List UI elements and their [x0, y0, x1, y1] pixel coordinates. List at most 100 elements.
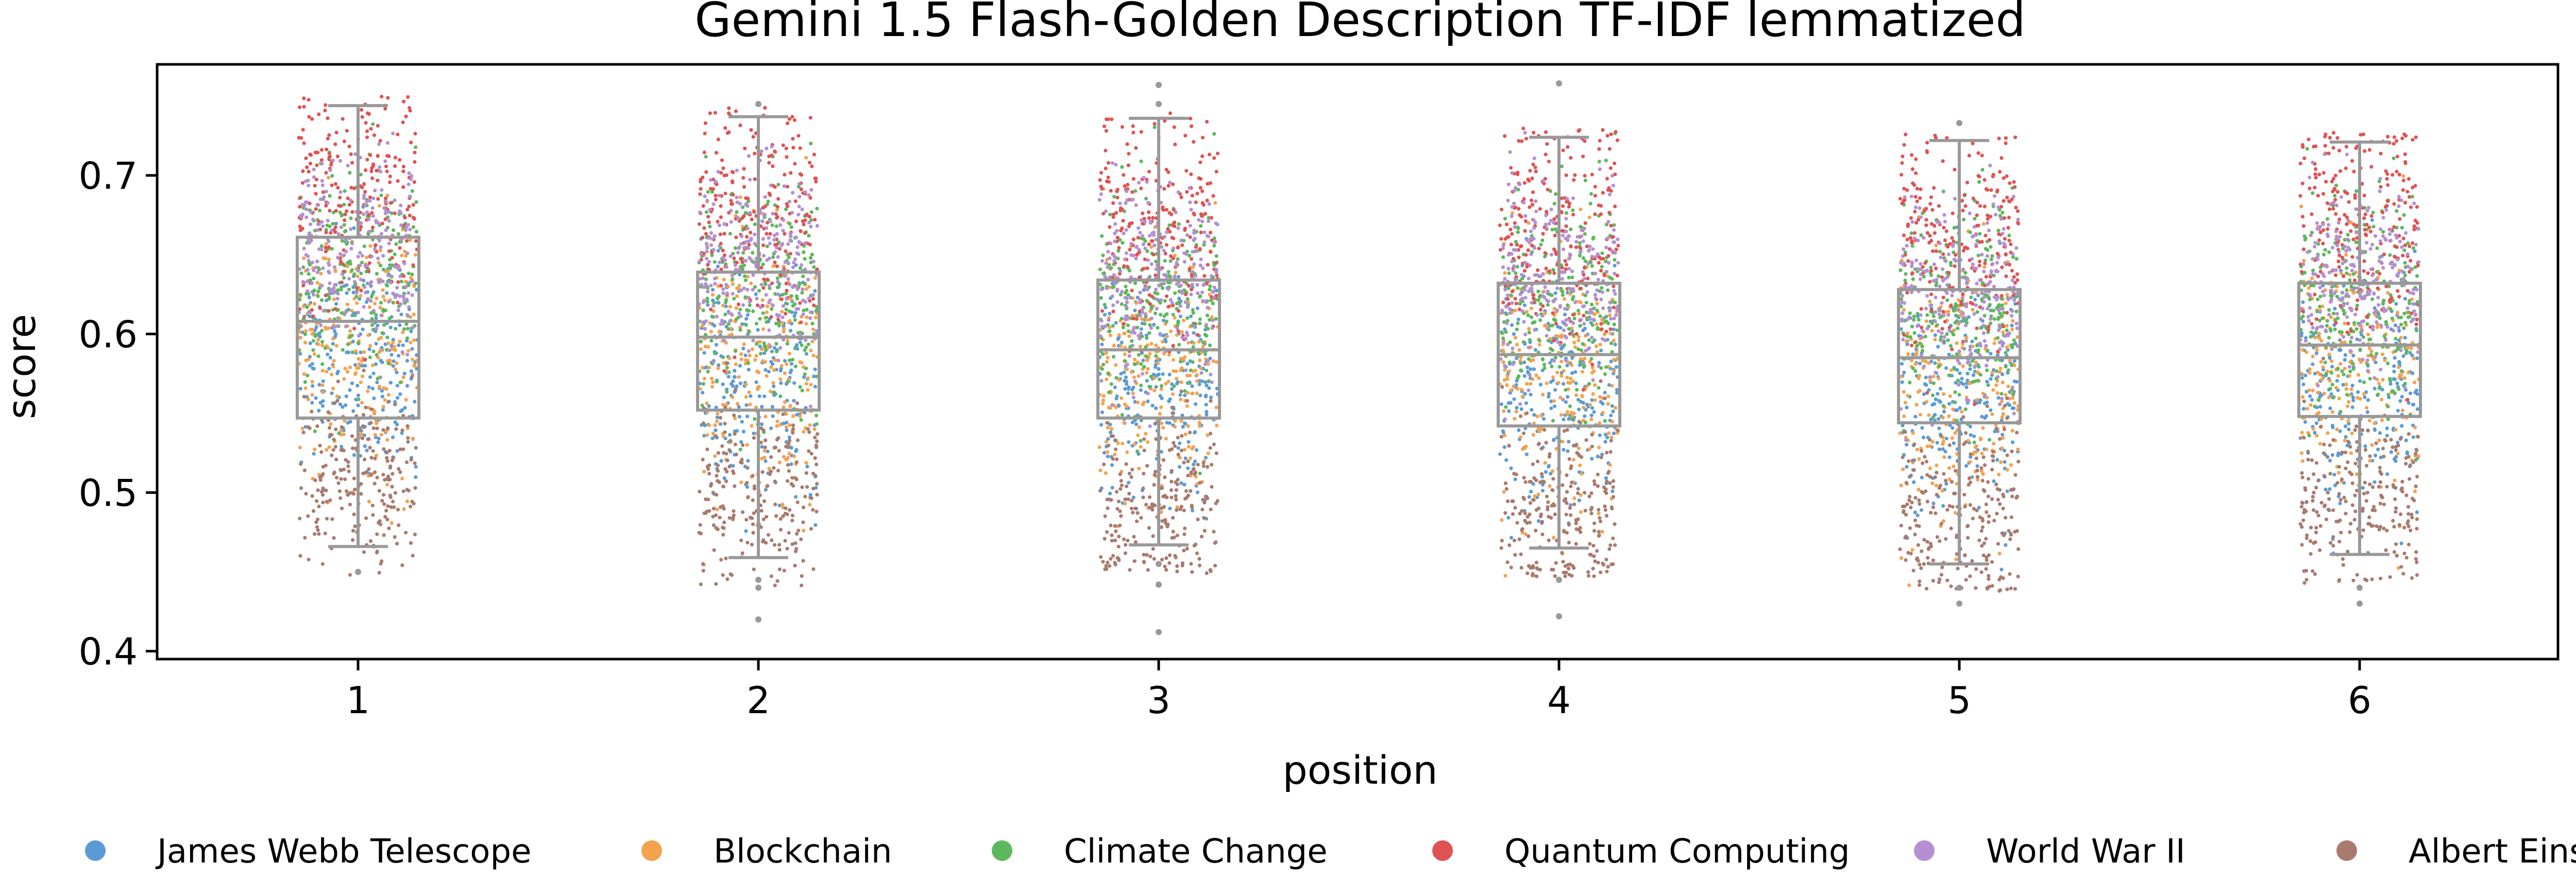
strip-point [1110, 403, 1114, 407]
strip-point [1184, 282, 1189, 286]
strip-point [1097, 445, 1101, 450]
strip-point [378, 248, 382, 252]
strip-point [719, 322, 723, 326]
strip-point [737, 415, 742, 419]
strip-point [771, 381, 775, 385]
strip-point [754, 354, 758, 358]
strip-point [762, 341, 766, 346]
strip-point [740, 234, 744, 238]
strip-point [776, 183, 781, 187]
strip-point [404, 322, 409, 326]
strip-point [324, 171, 328, 175]
strip-point [772, 543, 777, 547]
strip-point [1548, 361, 1552, 365]
strip-point [1610, 404, 1614, 408]
strip-point [706, 370, 710, 374]
strip-point [798, 340, 802, 344]
strip-point [1608, 327, 1613, 331]
strip-point [381, 279, 385, 284]
strip-point [795, 412, 799, 417]
strip-point [1167, 448, 1172, 452]
strip-point [1204, 456, 1208, 460]
strip-point [1144, 432, 1148, 436]
strip-point [1534, 373, 1538, 377]
strip-point [1123, 257, 1127, 261]
strip-point [341, 262, 345, 266]
strip-point [812, 427, 817, 432]
strip-point [774, 514, 778, 518]
strip-point [750, 543, 754, 547]
strip-point [1587, 382, 1591, 386]
strip-point [1164, 437, 1168, 441]
strip-point [1182, 482, 1187, 487]
strip-point [1580, 394, 1584, 399]
strip-point [1105, 567, 1109, 571]
strip-point [1599, 269, 1603, 273]
strip-point [745, 415, 750, 419]
strip-point [1099, 296, 1103, 300]
strip-point [748, 402, 752, 407]
strip-point [785, 155, 789, 159]
strip-point [1522, 374, 1527, 378]
strip-point [801, 505, 806, 510]
strip-point [1153, 122, 1157, 126]
strip-point [1151, 547, 1155, 551]
strip-point [370, 206, 375, 210]
strip-point [311, 314, 315, 319]
strip-point [411, 554, 415, 558]
strip-point [1536, 492, 1540, 496]
strip-point [796, 185, 801, 189]
strip-point [730, 312, 734, 317]
strip-point [370, 386, 375, 391]
strip-point [735, 210, 739, 214]
strip-point [375, 327, 379, 331]
strip-point [357, 398, 361, 402]
strip-point [788, 404, 792, 408]
strip-point [752, 436, 756, 440]
strip-point [773, 583, 777, 588]
strip-point [1185, 333, 1190, 337]
strip-point [785, 362, 789, 366]
strip-point [414, 230, 419, 234]
strip-point [792, 454, 796, 458]
strip-point [1579, 225, 1583, 229]
strip-point [354, 398, 358, 402]
strip-point [307, 169, 311, 174]
strip-point [1133, 400, 1137, 404]
strip-point [783, 274, 787, 278]
strip-point [706, 263, 710, 267]
strip-point [321, 379, 325, 383]
strip-point [731, 277, 735, 282]
strip-point [761, 286, 766, 290]
strip-point [364, 290, 368, 295]
strip-point [1120, 340, 1124, 344]
strip-point [321, 256, 326, 260]
strip-point [1183, 389, 1187, 393]
strip-point [352, 476, 356, 480]
strip-point [1193, 430, 1197, 434]
strip-point [1168, 507, 1172, 511]
strip-point [721, 435, 725, 439]
strip-point [1138, 231, 1142, 235]
strip-point [1148, 352, 1152, 356]
strip-point [713, 423, 717, 427]
strip-point [1137, 425, 1141, 429]
strip-point [1547, 464, 1551, 469]
strip-point [804, 322, 808, 326]
strip-point [391, 340, 395, 344]
strip-point [721, 166, 725, 170]
strip-point [737, 219, 741, 223]
strip-point [1145, 378, 1149, 383]
strip-point [716, 366, 720, 370]
strip-point [1187, 284, 1191, 288]
strip-point [308, 152, 312, 157]
strip-point [772, 368, 776, 372]
strip-point [365, 129, 369, 133]
strip-point [1600, 529, 1604, 534]
strip-point [393, 252, 397, 256]
strip-point [805, 464, 809, 469]
strip-point [728, 439, 733, 443]
strip-point [348, 335, 352, 339]
strip-point [1106, 250, 1110, 254]
strip-point [306, 373, 310, 377]
